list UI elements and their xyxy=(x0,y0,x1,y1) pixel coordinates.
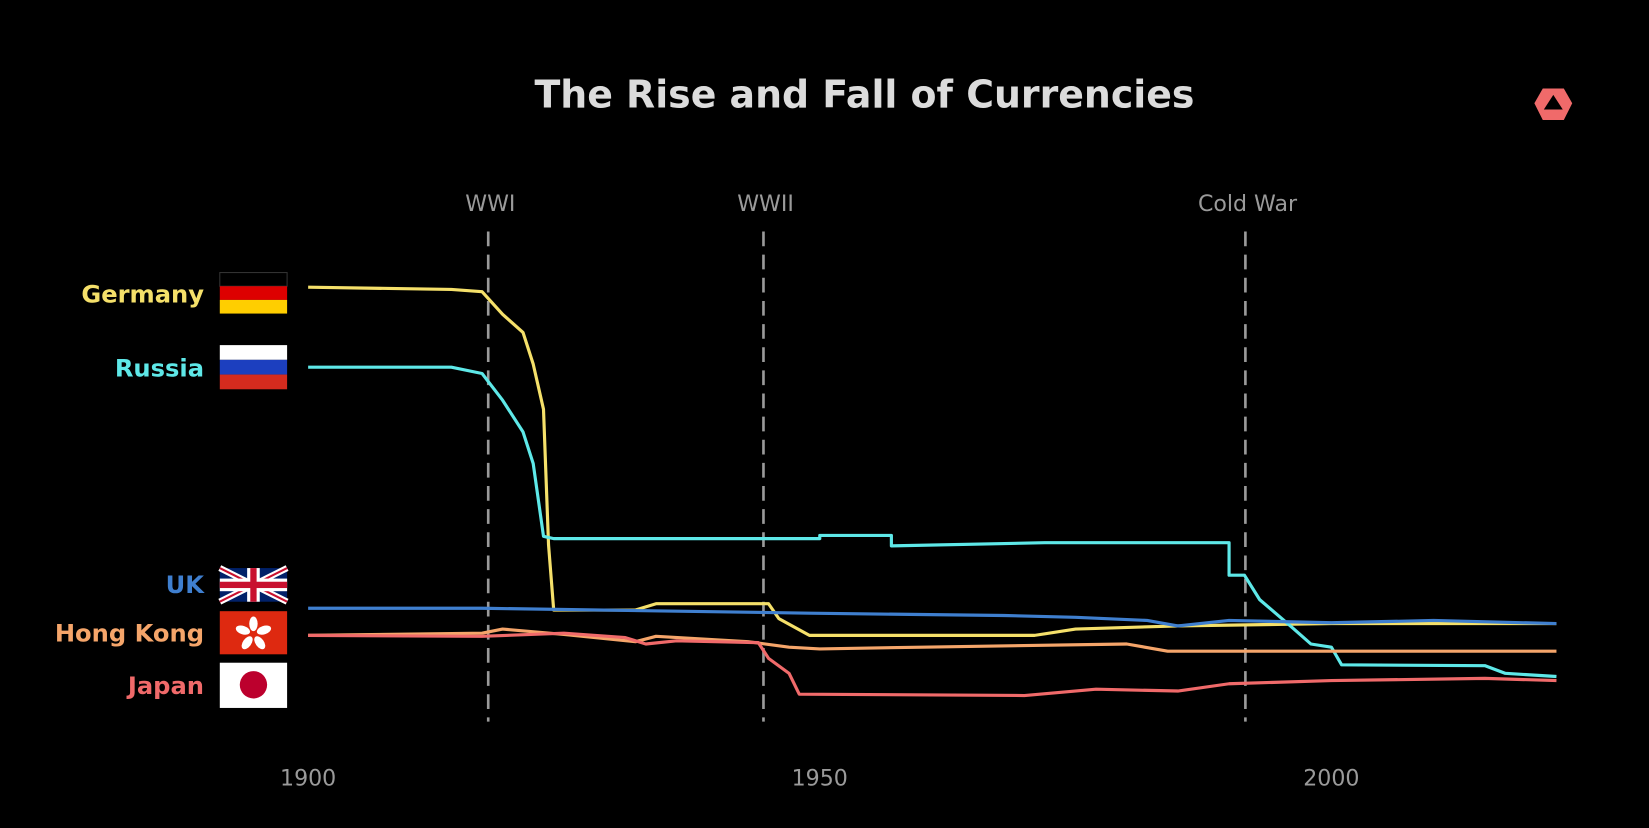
series-label: UK xyxy=(166,571,206,599)
flag-uk xyxy=(218,565,289,605)
x-tick-label: 1900 xyxy=(280,766,336,791)
flag-germany xyxy=(219,272,288,314)
annotation-label: Cold War xyxy=(1198,192,1298,217)
annotation-label: WWII xyxy=(737,192,794,217)
chart-title: The Rise and Fall of Currencies xyxy=(534,72,1194,116)
flag-russia xyxy=(219,345,288,390)
annotation-label: WWI xyxy=(465,192,515,217)
series-line xyxy=(308,627,1557,653)
x-tick-label: 1950 xyxy=(792,766,848,791)
flags xyxy=(218,272,289,708)
series-line xyxy=(308,285,1557,637)
series-line xyxy=(308,606,1557,628)
series-label: Japan xyxy=(126,672,204,700)
flag-japan xyxy=(219,662,288,708)
flag-hong-kong xyxy=(219,611,288,655)
series-label: Hong Kong xyxy=(55,619,204,647)
series-line xyxy=(308,631,1557,698)
series-label: Germany xyxy=(81,281,204,309)
logo xyxy=(1534,88,1573,121)
x-tick-label: 2000 xyxy=(1303,766,1359,791)
series-label: Russia xyxy=(115,354,204,382)
